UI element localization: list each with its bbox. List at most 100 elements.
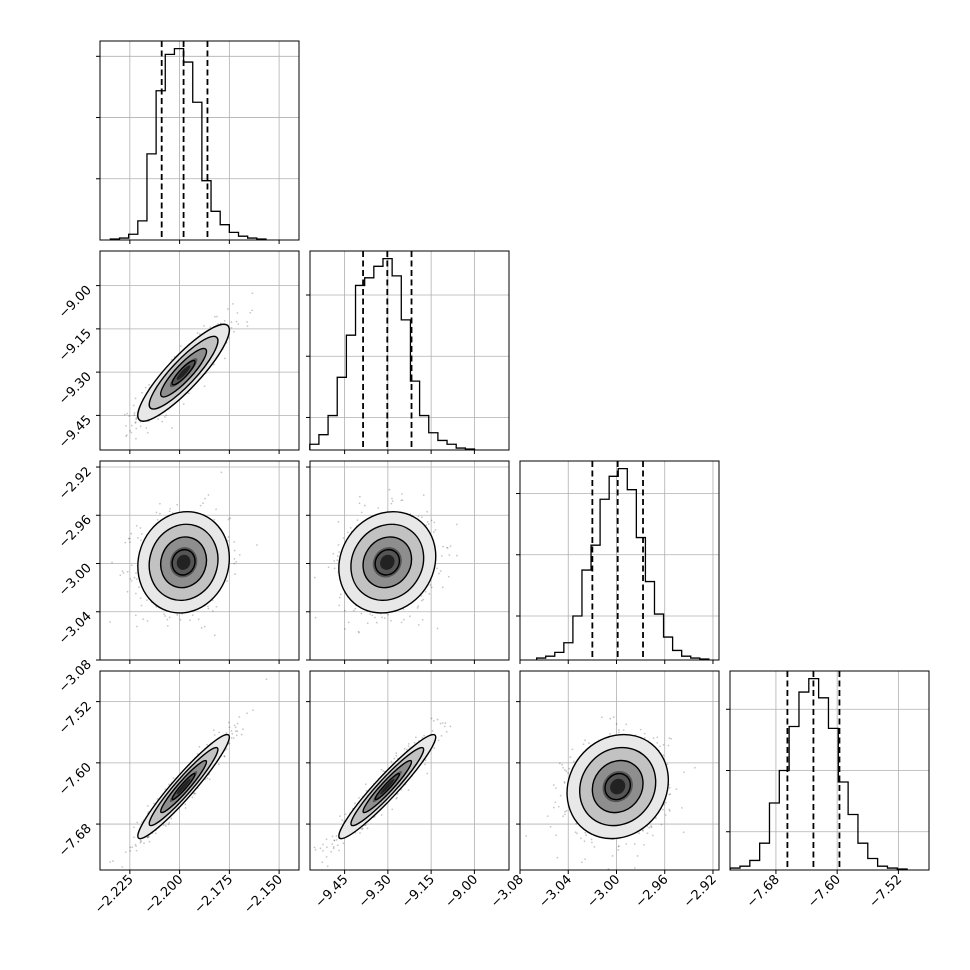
y-tick-label-1: −9.45 bbox=[56, 413, 95, 452]
sample-point bbox=[661, 808, 664, 811]
sample-point bbox=[430, 586, 433, 589]
sample-point bbox=[390, 619, 392, 622]
sample-point bbox=[332, 552, 335, 555]
sample-point bbox=[565, 809, 568, 812]
sample-point bbox=[650, 825, 652, 827]
sample-point bbox=[331, 835, 334, 838]
sample-point bbox=[139, 597, 142, 600]
sample-point bbox=[444, 722, 447, 724]
sample-point bbox=[231, 732, 234, 735]
sample-point bbox=[157, 418, 160, 420]
sample-point bbox=[430, 717, 433, 720]
sample-point bbox=[617, 849, 620, 851]
sample-point bbox=[557, 805, 560, 808]
y-tick-label-3: −7.68 bbox=[56, 821, 95, 860]
sample-point bbox=[333, 839, 336, 842]
sample-point bbox=[140, 604, 143, 607]
contour-line-1 bbox=[362, 759, 413, 814]
sample-point bbox=[556, 856, 559, 859]
sample-point bbox=[572, 760, 575, 763]
panel-frame-2-2 bbox=[519, 460, 720, 661]
sample-point bbox=[207, 605, 209, 608]
sample-point bbox=[321, 861, 324, 864]
sample-point bbox=[127, 537, 130, 540]
sample-point bbox=[325, 846, 328, 849]
sample-point bbox=[668, 786, 671, 789]
sample-point bbox=[123, 413, 126, 416]
sample-point bbox=[625, 723, 628, 726]
contour-line-0 bbox=[604, 772, 632, 801]
sample-point bbox=[138, 586, 140, 589]
sample-point bbox=[140, 539, 142, 542]
sample-point bbox=[198, 333, 201, 336]
sample-point bbox=[424, 590, 427, 593]
sample-point bbox=[135, 845, 137, 848]
sample-point bbox=[227, 721, 230, 724]
sample-point bbox=[130, 424, 133, 427]
sample-point bbox=[234, 573, 236, 575]
sample-point bbox=[109, 621, 111, 623]
sample-point bbox=[552, 806, 555, 809]
sample-point bbox=[164, 788, 167, 791]
sample-point bbox=[220, 471, 223, 474]
sample-point bbox=[377, 507, 380, 509]
sample-point bbox=[424, 763, 426, 766]
sample-point bbox=[636, 855, 639, 857]
sample-point bbox=[347, 621, 350, 624]
y-tick-label-3: −7.60 bbox=[56, 760, 95, 799]
sample-point bbox=[133, 414, 136, 417]
sample-point bbox=[643, 873, 645, 875]
sample-point bbox=[660, 823, 663, 826]
sample-point bbox=[326, 865, 329, 868]
sample-point bbox=[617, 845, 620, 848]
sample-point bbox=[436, 567, 438, 570]
sample-point bbox=[585, 834, 588, 837]
sample-point bbox=[449, 725, 452, 728]
sample-point bbox=[361, 827, 364, 830]
sample-point bbox=[562, 815, 565, 817]
sample-point bbox=[442, 545, 444, 548]
sample-point bbox=[234, 730, 237, 733]
sample-point bbox=[567, 772, 569, 774]
sample-point bbox=[146, 804, 149, 807]
x-tick-label-2: −3.00 bbox=[585, 872, 624, 911]
x-tick-label-3: −7.52 bbox=[866, 872, 905, 911]
sample-point bbox=[225, 732, 228, 734]
x-tick-label-2: −2.96 bbox=[633, 872, 672, 911]
sample-point bbox=[198, 745, 201, 748]
sample-point bbox=[338, 596, 341, 599]
sample-point bbox=[228, 726, 231, 729]
sample-point bbox=[237, 323, 240, 325]
sample-point bbox=[130, 579, 133, 582]
x-tick-label-0: −2.150 bbox=[241, 872, 286, 917]
sample-point bbox=[196, 753, 199, 755]
sample-point bbox=[693, 766, 696, 769]
sample-point bbox=[146, 620, 149, 622]
sample-point bbox=[162, 824, 165, 827]
sample-point bbox=[147, 836, 150, 839]
sample-point bbox=[133, 826, 135, 829]
sample-point bbox=[615, 723, 618, 725]
sample-point bbox=[443, 725, 446, 728]
sample-point bbox=[339, 815, 341, 817]
x-tick-label-2: −3.08 bbox=[488, 872, 527, 911]
sample-point bbox=[240, 733, 243, 736]
sample-point bbox=[414, 736, 417, 739]
sample-point bbox=[655, 817, 657, 820]
sample-point bbox=[407, 789, 410, 792]
sample-point bbox=[139, 841, 142, 844]
sample-point bbox=[436, 627, 439, 630]
sample-point bbox=[333, 560, 336, 562]
sample-point bbox=[590, 838, 593, 841]
contour-line-3 bbox=[137, 323, 231, 422]
sample-point bbox=[164, 615, 166, 617]
sample-point bbox=[216, 315, 218, 318]
sample-point bbox=[338, 604, 341, 607]
sample-point bbox=[148, 383, 151, 386]
sample-point bbox=[206, 743, 208, 746]
sample-point bbox=[549, 825, 552, 828]
sample-point bbox=[675, 788, 678, 791]
sample-point bbox=[341, 819, 344, 822]
sample-point bbox=[417, 515, 420, 518]
sample-point bbox=[234, 726, 237, 729]
